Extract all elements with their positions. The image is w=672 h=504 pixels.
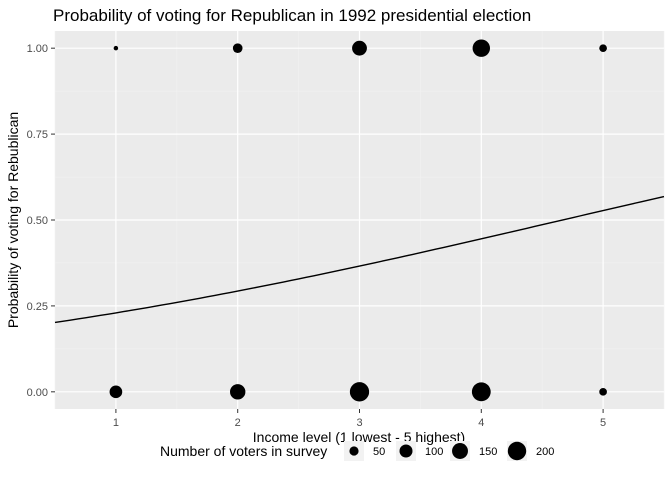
fit-line	[54, 195, 665, 324]
legend-key-symbol	[399, 444, 413, 458]
data-point	[472, 39, 491, 57]
y-tick-label: 1.00	[27, 43, 48, 55]
legend-key-symbol	[349, 446, 359, 456]
x-axis-ticks: 1 2 3 4 5	[113, 409, 606, 429]
x-tick-label: 3	[356, 417, 362, 429]
data-point	[109, 385, 123, 399]
x-tick-label: 4	[478, 417, 484, 429]
legend-label: 200	[536, 446, 554, 458]
x-tick-label: 5	[600, 417, 606, 429]
y-tick-label: 0.75	[27, 129, 48, 141]
legend: Number of voters in survey 50 100 150 200	[160, 441, 554, 461]
legend-label: 100	[425, 446, 443, 458]
fit-line-layer	[54, 195, 665, 324]
y-axis-title: Probability of voting for Rebublican	[5, 112, 21, 328]
data-point	[230, 384, 246, 400]
legend-key-symbol	[507, 441, 527, 461]
legend-label: 50	[373, 446, 385, 458]
data-point	[471, 382, 491, 402]
y-tick-label: 0.00	[27, 387, 48, 399]
data-point	[352, 40, 367, 56]
data-point	[599, 44, 607, 53]
y-axis-ticks: 0.00 0.25 0.50 0.75 1.00	[27, 43, 55, 399]
data-point	[349, 382, 370, 402]
data-point	[113, 45, 119, 51]
legend-label: 150	[479, 446, 497, 458]
x-tick-label: 2	[235, 417, 241, 429]
data-point	[232, 43, 243, 54]
grid-major	[55, 31, 664, 409]
legend-key-symbol	[452, 443, 468, 459]
points-layer	[109, 39, 607, 402]
legend-title: Number of voters in survey	[160, 443, 327, 459]
data-point	[599, 387, 607, 396]
x-tick-label: 1	[113, 417, 119, 429]
chart-title: Probability of voting for Republican in …	[53, 6, 531, 25]
y-tick-label: 0.25	[27, 301, 48, 313]
y-tick-label: 0.50	[27, 215, 48, 227]
